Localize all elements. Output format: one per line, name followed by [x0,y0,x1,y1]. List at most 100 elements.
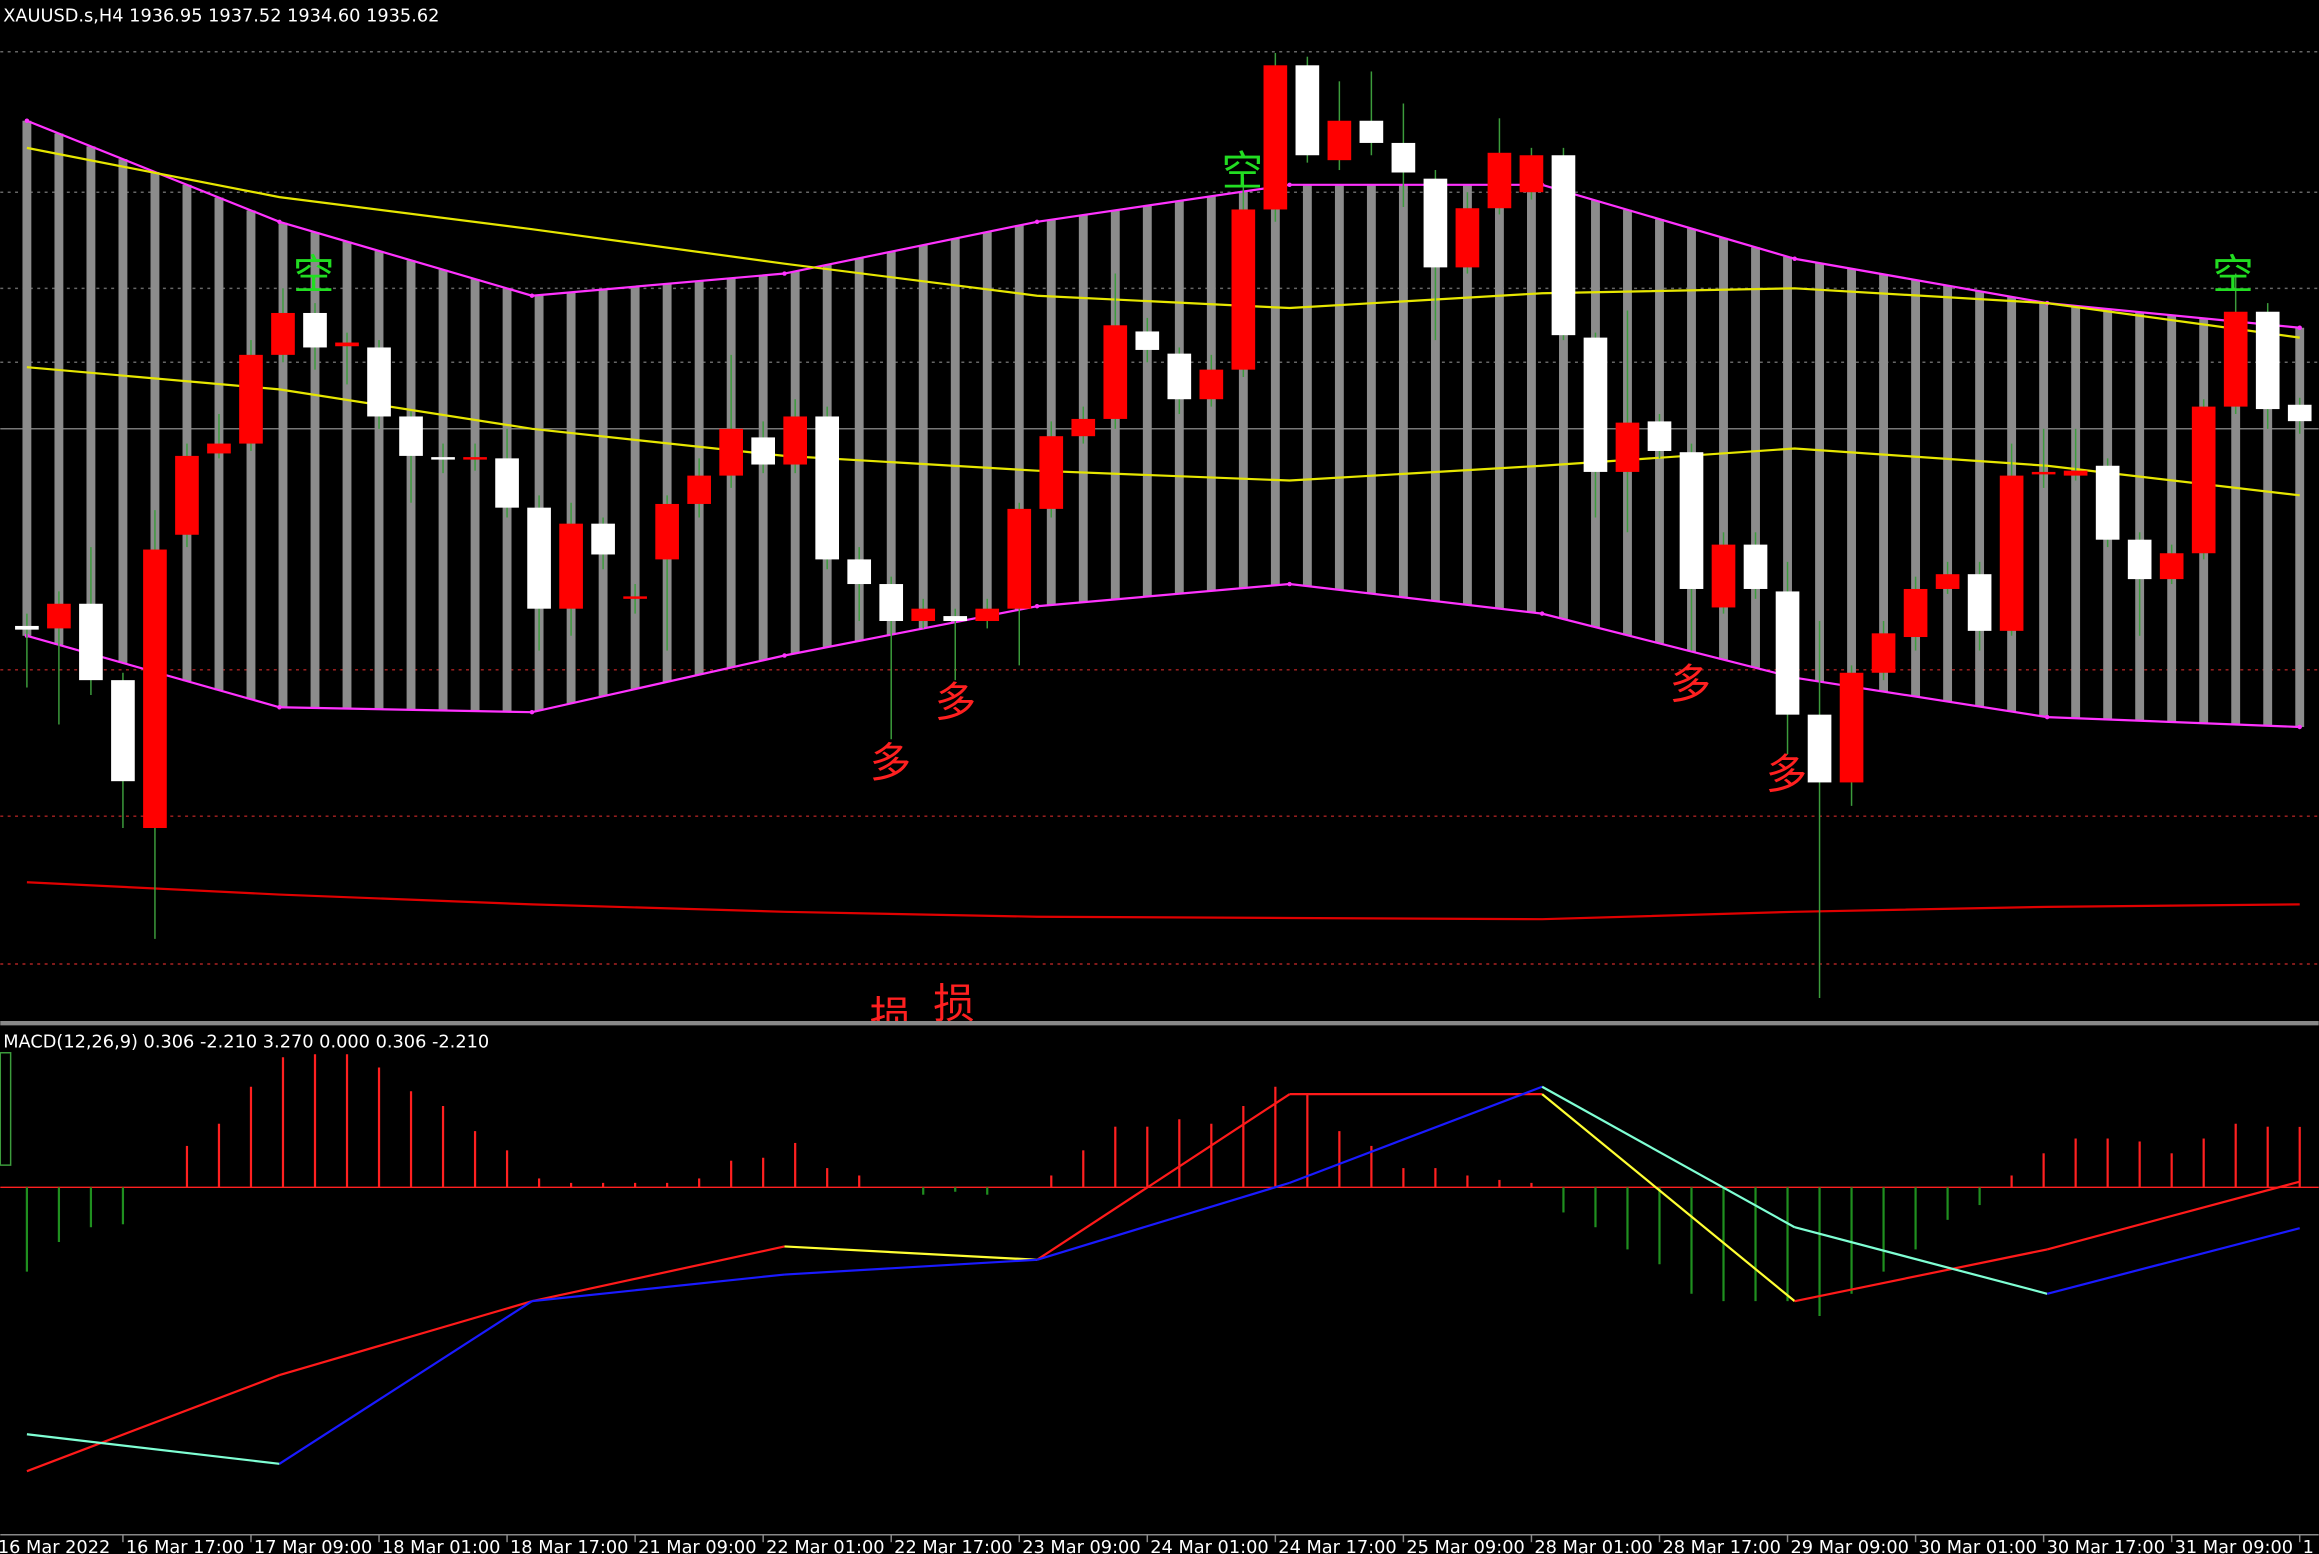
band-bar [342,241,352,709]
x-tick-label: 31 Mar 09:00 [2175,1538,2293,1554]
candle-body [367,347,391,417]
x-tick-label: 30 Mar 01:00 [1919,1538,2037,1554]
candle-body [1967,574,1992,631]
macd-line [531,1245,785,1303]
candle-body [1039,436,1064,509]
macd-line [784,1245,1038,1261]
band-bar [1815,263,1824,682]
annotation: 空 [1222,147,1263,195]
band-bar [1430,184,1440,602]
macd-line [1794,1226,2048,1295]
x-tick-label: 23 Mar 09:00 [1022,1538,1140,1554]
x-tick-label: 25 Mar 09:00 [1406,1538,1524,1554]
x-tick-label: 30 Mar 17:00 [2047,1538,2165,1554]
annotation: 多 [1670,661,1711,709]
candle-body [2255,311,2280,410]
band-bar [1559,191,1568,620]
band-bar [2263,324,2273,726]
indicator-point [1034,604,1040,609]
candle-body [655,503,679,560]
band-bar [1751,247,1760,668]
indicator-point [2297,724,2302,730]
band-bar [1975,291,1985,707]
annotation: 多 [1766,751,1807,799]
candle-body [1903,588,1928,638]
band-bar [1527,184,1536,613]
band-bar [2231,321,2241,725]
annotation: 空 [2212,251,2253,299]
candle-body [1359,120,1384,143]
candle-body [1647,421,1672,451]
x-tick-label: 22 Mar 01:00 [766,1538,884,1554]
candle-body [1775,591,1800,715]
candle-body [527,507,551,609]
candle-body [591,523,615,555]
band-bar [118,159,128,663]
candle-body [879,584,904,622]
band-bar [1398,184,1408,598]
band-bar [1783,256,1792,676]
macd-line [531,1273,785,1303]
candle-body [1007,508,1032,609]
x-tick-label: 28 Mar 01:00 [1534,1538,1652,1554]
macd-line [1036,1181,1290,1261]
x-tick-label: 17 Mar 09:00 [254,1538,372,1554]
indicator-point [1287,581,1292,587]
candle-body [2191,406,2216,554]
indicator-point [277,219,282,225]
candle-body [751,437,775,465]
x-tick-label: 21 Mar 09:00 [638,1538,756,1554]
band-bar [2167,315,2177,722]
indicator-point [782,653,787,658]
candle-body [2223,311,2248,407]
candle-body [175,455,199,535]
band-bar [2135,312,2145,721]
candle-body [239,354,263,444]
chart-title: XAUUSD.s,H4 1936.95 1937.52 1934.60 1935… [3,6,439,26]
band-bar [1238,191,1248,589]
macd-line [2046,1180,2301,1251]
x-tick-label: 18 Mar 01:00 [382,1538,500,1554]
candle-body [847,559,872,585]
band-bar [1366,184,1376,594]
candle-body [719,428,743,476]
candle-body [1487,152,1512,209]
band-bar [470,279,480,712]
band-bar [1879,274,1889,692]
candle-body [47,603,71,629]
indicator-point [1034,219,1040,225]
indicator-point [1287,182,1292,188]
candle-body [1519,155,1544,193]
annotation: 空 [293,251,334,299]
candle-body [623,596,647,599]
candle-body [1263,65,1288,210]
candle-body [207,443,231,454]
band-bar [662,283,672,682]
band-bar [854,258,864,641]
indicator-point [1539,611,1545,616]
indicator-line [26,881,2300,921]
macd-line [26,1433,280,1465]
candle-body [2095,465,2120,540]
candle-body [2063,470,2088,476]
candle-body [2287,404,2312,422]
band-bar [438,269,448,711]
band-bar [86,146,96,654]
band-bar [1687,228,1696,652]
candle-body [975,608,1000,622]
band-bar [1943,285,1953,702]
band-bar [950,238,960,623]
candle-body [143,549,167,829]
band-bar [1014,225,1024,610]
candle-body [1807,714,1832,783]
band-bar [54,133,64,645]
band-bar [918,245,928,629]
macd-line [1794,1248,2048,1303]
x-tick-label: 18 Mar 17:00 [510,1538,628,1554]
x-tick-label: 1 Apr 01:00 [2303,1538,2319,1554]
candle-body [1999,475,2024,631]
candle-body [911,608,936,622]
candle-body [1839,672,1864,783]
band-bar [886,251,896,635]
